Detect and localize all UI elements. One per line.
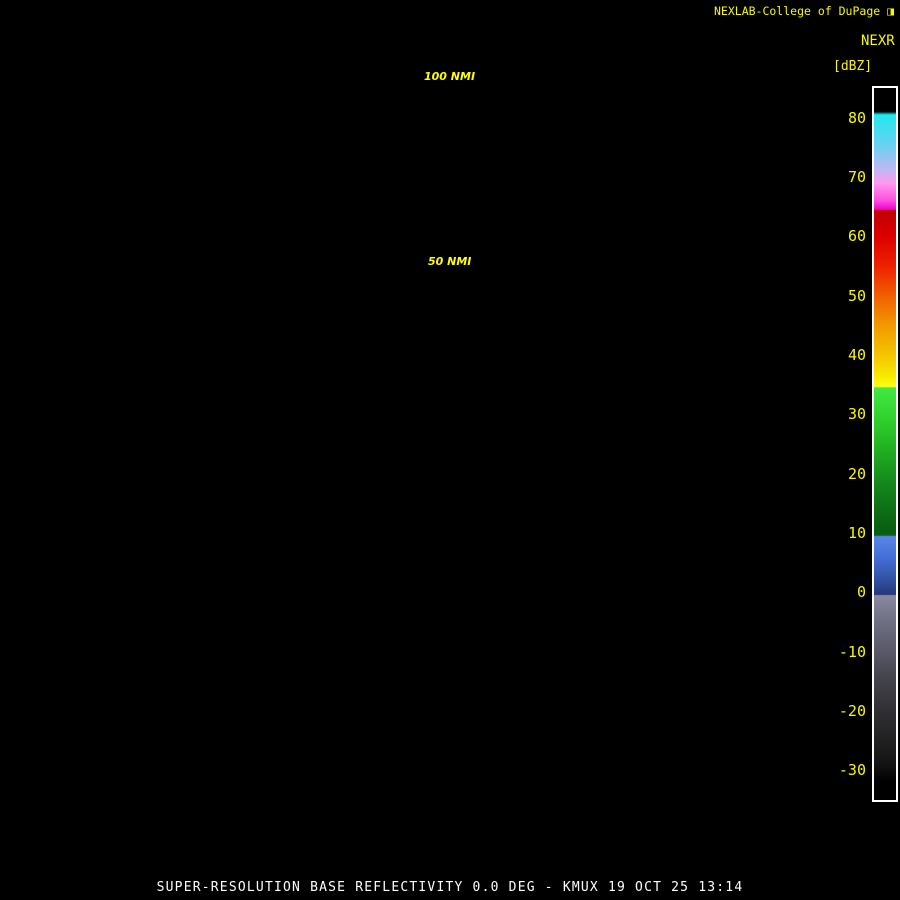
provider-label: NEXLAB-College of DuPage ◨ [714, 4, 895, 18]
colorbar-tick-minus10: -10 [838, 642, 866, 661]
colorbar-tick-40: 40 [847, 346, 866, 364]
colorbar-tick-60: 60 [847, 227, 866, 246]
colorbar-tick-20: 20 [847, 464, 866, 483]
product-title-label: NEXR [861, 33, 895, 49]
product-caption: SUPER-RESOLUTION BASE REFLECTIVITY 0.0 D… [156, 880, 744, 895]
colorbar-tick-10: 10 [847, 524, 866, 542]
colorbar-tick-50: 50 [847, 286, 866, 305]
colorbar-tick-0: 0 [856, 583, 866, 602]
colorbar-tick-30: 30 [847, 405, 866, 424]
colorbar-tick-80: 80 [847, 108, 866, 127]
colorbar-tick-minus20: -20 [838, 702, 866, 720]
units-label: [dBZ] [833, 59, 873, 74]
range-ring-label-100nmi: 100 NMI [424, 70, 476, 83]
colorbar-tick-70: 70 [847, 168, 866, 186]
colorbar-tick-minus30: -30 [838, 761, 866, 780]
range-ring-label-50nmi: 50 NMI [428, 255, 472, 268]
reflectivity-colorbar [872, 86, 898, 802]
colorbar-gradient [874, 88, 896, 800]
